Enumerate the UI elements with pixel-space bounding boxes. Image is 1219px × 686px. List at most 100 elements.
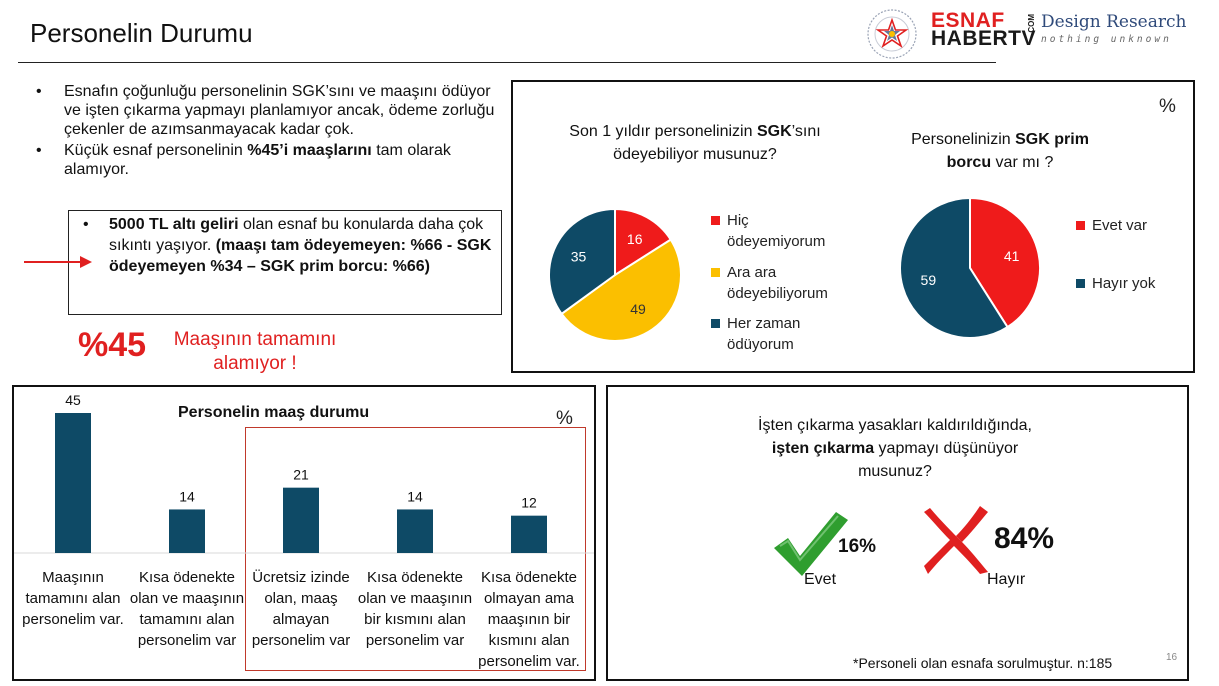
sgk-pay-slice-label-3: 35 — [571, 248, 587, 264]
salary-bar-category-4: Kısa ödenekte olan ve maaşının bir kısmı… — [357, 569, 473, 649]
cross-icon — [924, 506, 988, 574]
yes-percent: 16% — [838, 536, 877, 557]
income-note-text: olan esnaf bu konularda daha çok sıkıntı… — [109, 216, 484, 254]
sgk-debt-legend-label-1: Evet var — [1092, 217, 1148, 234]
sgk-debt-question-line2: borcu var mı ? — [880, 151, 1120, 174]
salary-percent-sign: % — [556, 408, 573, 429]
dismissal-q-line3: musunuz? — [858, 463, 932, 480]
salary-bar-4 — [397, 509, 433, 553]
esnaf-seal-logo-icon — [867, 9, 917, 59]
bullet-2: Küçük esnaf personelinin %45’i maaşların… — [32, 141, 502, 179]
sgk-debt-legend-swatch-1 — [1076, 221, 1085, 230]
page-number: 16 — [1166, 652, 1178, 663]
sgk-debt-slice-2 — [899, 196, 1009, 339]
sgk-debt-question-line1: Personelinizin SGK prim — [880, 128, 1120, 151]
sgk-pay-q-pre: Son 1 yıldır personelinizin — [569, 123, 757, 140]
dismissal-q-line2: işten çıkarma yapmayı düşünüyor — [720, 437, 1070, 460]
salary-bar-value-5: 12 — [521, 495, 537, 511]
sgk-pay-legend-item-3: Her zaman ödüyorum — [711, 313, 847, 355]
page-title: Personelin Durumu — [30, 18, 253, 48]
sgk-pay-slice-3 — [548, 207, 616, 316]
logo-esnaf-text: ESNAF — [931, 9, 1005, 32]
sgk-pay-pie-chart: 16 49 35 — [548, 207, 682, 342]
logo-tagline-text: nothing unknown — [1041, 34, 1172, 45]
sgk-pay-legend-swatch-2 — [711, 268, 720, 277]
sgk-pay-slice-label-1: 16 — [627, 231, 643, 247]
sgk-debt-question: Personelinizin SGK prim borcu var mı ? — [880, 128, 1120, 174]
sgk-debt-legend-item-2: Hayır yok — [1076, 273, 1192, 294]
highlight-text: Maaşının tamamını alamıyor ! — [173, 329, 337, 374]
sgk-debt-pie-chart: 41 59 — [899, 196, 1041, 339]
no-percent: 84% — [994, 522, 1055, 555]
sgk-pay-legend-item-1: Hiç ödeyemiyorum — [711, 210, 847, 252]
dismissal-question: İşten çıkarma yasakları kaldırıldığında,… — [720, 414, 1070, 483]
highlight-frame — [245, 427, 586, 671]
salary-bar-3 — [283, 487, 319, 553]
salary-bar-2 — [169, 509, 205, 553]
sgk-debt-slice-label-2: 59 — [921, 272, 937, 288]
sgk-pay-legend-label-1: Hiç ödeyemiyorum — [727, 212, 826, 250]
bullet-2-post: tam olarak alamıyor. — [64, 142, 451, 178]
sgk-pay-question-line1: Son 1 yıldır personelinizin SGK’sını — [540, 120, 850, 143]
highlight-number: %45 — [78, 326, 147, 364]
salary-bar-5 — [511, 515, 547, 553]
sgk-debt-q-bold: SGK prim — [1015, 131, 1089, 148]
salary-bar-category-5: Kısa ödenekte olmayan ama maaşının bir k… — [478, 569, 580, 670]
sgk-debt-q-pre: Personelinizin — [911, 131, 1016, 148]
sgk-panel — [511, 80, 1195, 373]
dismissal-q-bold: işten çıkarma — [771, 440, 875, 457]
sgk-pay-q-bold: SGK — [756, 123, 792, 140]
sgk-pay-question: Son 1 yıldır personelinizin SGK’sını öde… — [540, 120, 850, 166]
bullet-2-bold: %45’i maaşlarını — [247, 142, 372, 159]
sgk-pay-legend-label-3: Her zaman ödüyorum — [727, 315, 801, 353]
sgk-pay-slice-2 — [560, 238, 682, 342]
sgk-pay-question-line2: ödeyebiliyor musunuz? — [613, 146, 777, 163]
sgk-pay-legend-swatch-1 — [711, 216, 720, 225]
sgk-panel-percent-sign: % — [1159, 96, 1176, 117]
salary-bar-1 — [55, 413, 91, 553]
title-divider — [18, 62, 996, 63]
dismissal-panel — [606, 385, 1189, 681]
sgk-debt-q-post: var mı ? — [991, 154, 1054, 171]
dismissal-q-post: yapmayı düşünüyor — [874, 440, 1019, 457]
sgk-pay-legend-swatch-3 — [711, 319, 720, 328]
salary-bar-value-1: 45 — [65, 392, 81, 408]
bullet-1-text: Esnafın çoğunluğu personelinin SGK’sını … — [64, 83, 495, 138]
salary-chart-title: Personelin maaş durumu — [178, 404, 370, 421]
salary-panel — [12, 385, 596, 681]
sgk-pay-q-post: ’sını — [791, 123, 821, 140]
sgk-pay-slice-label-2: 49 — [630, 301, 646, 317]
logo-design-research-text: Design Research — [1041, 12, 1187, 32]
logo-com-text: .COM — [1027, 14, 1036, 35]
sgk-debt-legend-label-2: Hayır yok — [1092, 275, 1156, 292]
income-note-bold-1: 5000 TL altı geliri — [109, 216, 239, 233]
sgk-debt-slice-label-1: 41 — [1004, 248, 1020, 264]
salary-bar-category-2: Kısa ödenekte olan ve maaşının tamamını … — [129, 569, 245, 649]
dismissal-q-line1: İşten çıkarma yasakları kaldırıldığında, — [758, 417, 1032, 434]
sgk-pay-legend-label-2: Ara ara ödeyebiliyorum — [727, 264, 828, 302]
footnote: *Personeli olan esnafa sorulmuştur. n:18… — [853, 655, 1113, 671]
bullet-2-pre: Küçük esnaf personelinin — [64, 142, 248, 159]
salary-bar-category-1: Maaşının tamamını alan personelim var. — [22, 569, 124, 628]
sgk-debt-legend-swatch-2 — [1076, 279, 1085, 288]
summary-bullets: Esnafın çoğunluğu personelinin SGK’sını … — [32, 82, 502, 181]
sgk-debt-q-bold-2: borcu — [946, 154, 992, 171]
income-note-bold-2: (maaşı tam ödeyemeyen: %66 - SGK ödeyeme… — [109, 237, 492, 275]
esnaf-habertv-logo: ESNAF HABERTV .COM — [931, 9, 1037, 50]
salary-bar-category-3: Ücretsiz izinde olan, maaş almayan perso… — [251, 569, 351, 649]
salary-bar-value-2: 14 — [179, 488, 195, 504]
salary-bar-chart: 45 14 21 14 12 — [14, 392, 594, 554]
logo-habertv-text: HABERTV — [931, 27, 1037, 50]
sgk-pay-legend-item-2: Ara ara ödeyebiliyorum — [711, 262, 847, 304]
bullet-1: Esnafın çoğunluğu personelinin SGK’sını … — [32, 82, 502, 139]
salary-bar-value-4: 14 — [407, 488, 423, 504]
yes-label: Evet — [804, 571, 837, 588]
sgk-pay-slice-1 — [614, 207, 673, 277]
no-label: Hayır — [987, 571, 1026, 588]
red-arrow-icon — [24, 256, 92, 268]
sgk-debt-legend-item-1: Evet var — [1076, 215, 1192, 236]
salary-bar-value-3: 21 — [293, 467, 309, 483]
design-research-logo: Design Research nothing unknown — [1041, 12, 1186, 45]
check-icon — [774, 512, 848, 576]
income-note-box: 5000 TL altı geliri olan esnaf bu konula… — [68, 210, 502, 315]
